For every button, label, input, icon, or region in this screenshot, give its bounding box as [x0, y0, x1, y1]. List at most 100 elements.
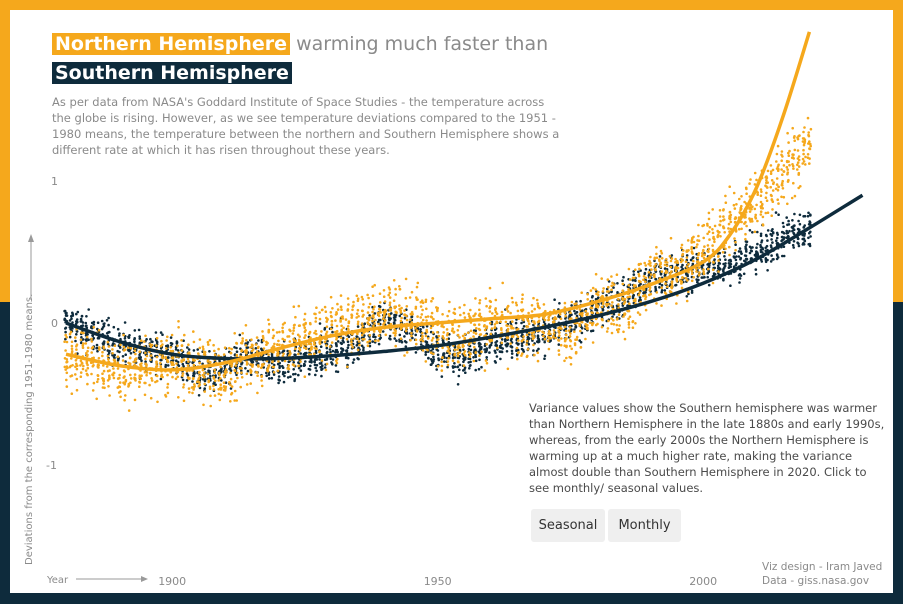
data-point: [712, 261, 715, 264]
data-point: [781, 235, 784, 239]
data-point: [745, 250, 748, 253]
data-point: [484, 350, 487, 354]
data-point: [733, 207, 737, 210]
data-point: [64, 311, 68, 315]
data-point: [776, 198, 779, 201]
data-point: [245, 339, 248, 342]
data-point: [270, 376, 274, 380]
data-point: [488, 321, 492, 325]
data-point: [718, 215, 722, 218]
data-point: [149, 358, 152, 362]
data-point: [456, 333, 460, 337]
data-point: [97, 328, 101, 332]
data-point: [138, 341, 142, 345]
data-point: [687, 263, 690, 266]
data-point: [186, 357, 190, 361]
data-point: [171, 359, 175, 362]
data-point: [775, 236, 779, 240]
data-point: [96, 377, 100, 381]
data-point: [308, 372, 311, 376]
data-point: [393, 306, 397, 310]
axis-layer: 1 0 -1 1900 1950 2000 Deviations from th…: [24, 175, 717, 588]
data-point: [543, 357, 546, 361]
data-point: [610, 275, 613, 278]
data-point: [644, 291, 647, 294]
data-point: [278, 343, 281, 347]
data-point: [291, 332, 295, 335]
data-point: [122, 333, 125, 337]
data-point: [415, 298, 419, 301]
data-point: [724, 258, 727, 262]
data-point: [98, 348, 101, 351]
data-point: [294, 372, 297, 376]
data-point: [711, 231, 715, 235]
data-point: [729, 220, 733, 224]
data-point: [447, 350, 450, 353]
data-point: [780, 230, 784, 234]
data-point: [743, 222, 746, 225]
data-point: [632, 293, 635, 297]
data-point: [308, 368, 312, 371]
data-point: [334, 330, 337, 334]
data-point: [209, 404, 212, 408]
data-point: [629, 278, 632, 281]
data-point: [319, 365, 323, 369]
data-point: [225, 370, 228, 374]
data-point: [208, 387, 212, 391]
data-point: [570, 304, 573, 307]
data-point: [224, 381, 228, 385]
data-point: [769, 260, 773, 263]
data-point: [323, 326, 327, 330]
data-point: [176, 349, 180, 352]
data-point: [591, 341, 595, 344]
data-point: [781, 254, 784, 258]
data-point: [394, 329, 397, 333]
data-point: [474, 351, 478, 355]
data-point: [414, 326, 417, 330]
data-point: [138, 337, 142, 340]
data-point: [488, 306, 491, 310]
data-point: [538, 306, 541, 310]
data-point: [728, 253, 731, 257]
data-point: [510, 345, 514, 349]
data-point: [339, 320, 342, 323]
data-point: [628, 302, 631, 306]
data-point: [786, 231, 790, 235]
data-point: [589, 289, 593, 292]
data-point: [230, 391, 234, 395]
data-point: [283, 359, 287, 363]
data-point: [207, 380, 210, 384]
monthly-button[interactable]: Monthly: [608, 509, 681, 542]
data-point: [318, 358, 321, 361]
data-point: [707, 230, 711, 233]
data-point: [738, 247, 742, 250]
data-point: [239, 353, 243, 356]
data-point: [229, 400, 232, 403]
data-point: [366, 340, 369, 344]
data-point: [569, 332, 572, 335]
data-point: [262, 347, 266, 350]
data-point: [627, 284, 631, 287]
data-point: [167, 356, 170, 359]
data-point: [706, 224, 709, 227]
data-point: [75, 312, 78, 316]
data-point: [87, 338, 90, 342]
data-point: [695, 245, 698, 249]
data-point: [329, 295, 333, 299]
data-point: [382, 317, 385, 321]
data-point: [735, 203, 738, 206]
data-point: [493, 323, 497, 326]
data-point: [785, 216, 788, 219]
data-point: [144, 357, 147, 361]
data-point: [472, 359, 476, 363]
data-point: [254, 347, 258, 350]
seasonal-button[interactable]: Seasonal: [531, 509, 605, 542]
data-point: [207, 343, 210, 346]
data-point: [92, 320, 96, 324]
data-point: [425, 330, 428, 333]
data-point: [687, 290, 690, 294]
data-point: [298, 324, 302, 327]
data-point: [116, 349, 119, 353]
data-point: [170, 361, 173, 364]
data-point: [150, 377, 153, 380]
